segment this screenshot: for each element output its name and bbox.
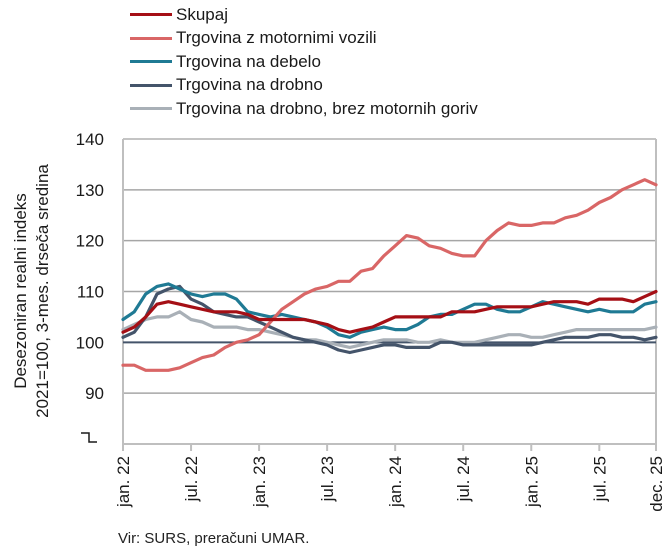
legend: Skupaj Trgovina z motornimi vozili Trgov… bbox=[130, 3, 478, 121]
x-tick-label: jan. 24 bbox=[386, 456, 405, 508]
legend-item: Trgovina z motornimi vozili bbox=[130, 27, 478, 51]
legend-swatch-wholesale bbox=[130, 60, 172, 64]
x-tick-label: dec. 25 bbox=[647, 456, 666, 512]
y-tick-label: 140 bbox=[76, 130, 104, 149]
legend-label: Skupaj bbox=[176, 4, 228, 24]
plot-frame bbox=[122, 138, 657, 445]
series-lines bbox=[121, 178, 658, 372]
source-note: Vir: SURS, preračuni UMAR. bbox=[118, 530, 310, 547]
series-line-0 bbox=[121, 289, 658, 334]
x-tick-label: jul. 25 bbox=[590, 456, 609, 502]
legend-item: Trgovina na drobno bbox=[130, 74, 478, 98]
axis-break-icon bbox=[81, 432, 97, 443]
y-tick-label: 110 bbox=[77, 283, 104, 302]
legend-label: Trgovina na drobno bbox=[176, 75, 323, 95]
y-axis-label-line1: Desezoniran realni indeks bbox=[11, 193, 30, 389]
x-axis-ticks: jan. 22 jul. 22 jan. 23 jul. 23 jan. 24 jul. … bbox=[114, 444, 666, 512]
series-line-2 bbox=[121, 282, 658, 339]
legend-item: Trgovina na drobno, brez motornih goriv bbox=[130, 97, 478, 121]
x-tick-label: jan. 22 bbox=[114, 456, 133, 508]
y-axis-ticks: 90 100 110 120 130 140 bbox=[76, 130, 104, 403]
axis-break-mark bbox=[81, 432, 97, 443]
legend-item: Trgovina na debelo bbox=[130, 50, 478, 74]
series-line-4 bbox=[121, 310, 658, 349]
legend-swatch-motor-vehicles bbox=[130, 36, 172, 40]
legend-swatch-skupaj bbox=[130, 13, 172, 17]
x-tick-label: jul. 22 bbox=[182, 456, 201, 502]
x-tick-label: jul. 24 bbox=[454, 456, 473, 502]
legend-label: Trgovina z motornimi vozili bbox=[176, 28, 377, 48]
series-line-1 bbox=[121, 178, 658, 372]
legend-label: Trgovina na debelo bbox=[176, 51, 321, 71]
y-tick-label: 90 bbox=[85, 384, 104, 403]
y-axis-title: Desezoniran realni indeks 2021=100, 3-me… bbox=[11, 164, 52, 418]
y-tick-label: 100 bbox=[76, 333, 104, 352]
legend-swatch-retail bbox=[130, 83, 172, 87]
legend-swatch-retail-no-fuel bbox=[130, 107, 172, 111]
x-tick-label: jan. 23 bbox=[250, 456, 269, 508]
x-tick-label: jan. 25 bbox=[522, 456, 541, 508]
gridlines bbox=[123, 138, 656, 394]
y-tick-label: 120 bbox=[76, 232, 104, 251]
y-axis-label-line2: 2021=100, 3-mes. drseča sredina bbox=[33, 164, 52, 418]
legend-item: Skupaj bbox=[130, 3, 478, 27]
x-tick-label: jul. 23 bbox=[318, 456, 337, 502]
legend-label: Trgovina na drobno, brez motornih goriv bbox=[176, 98, 478, 118]
y-tick-label: 130 bbox=[76, 181, 104, 200]
